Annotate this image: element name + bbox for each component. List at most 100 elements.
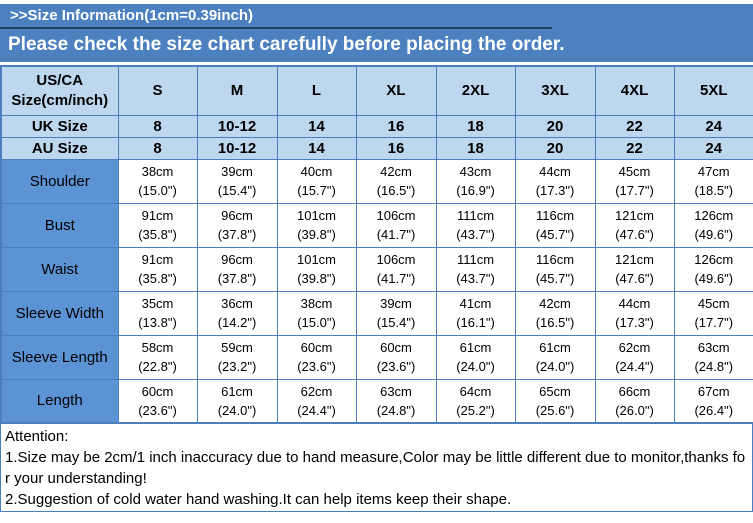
measurement-label: Waist (0, 246, 119, 292)
cm-value: 91cm (141, 208, 174, 223)
measurement-value-cell: 38cm (15.0") (117, 158, 198, 204)
inch-value: (41.7") (376, 227, 416, 242)
cm-value: 96cm (221, 252, 253, 267)
cm-value: 47cm (697, 164, 730, 179)
inch-value: (23.6") (138, 402, 177, 418)
cm-value: 43cm (459, 164, 492, 179)
attention-title: Attention: (5, 428, 69, 445)
inch-value: (24.0") (535, 359, 575, 374)
size-header-cell: 4XL (594, 65, 675, 116)
size-header-cell: M (196, 65, 278, 116)
measurement-value-cell: 45cm (17.7") (594, 158, 675, 204)
cm-value: 111cm (456, 252, 495, 267)
cm-value: 126cm (694, 252, 734, 267)
inch-value: (47.6") (615, 227, 654, 242)
uk-size-value: 22 (594, 114, 675, 138)
measurement-value-cell: 91cm (35.8") (117, 246, 198, 292)
measurement-value-cell: 65cm (25.6") (514, 378, 596, 424)
measurement-value-cell: 61cm (24.0") (196, 378, 278, 424)
au-size-row: AU Size 8 10-12 14 16 18 20 22 24 (0, 136, 753, 160)
measurement-value-cell: 40cm (15.7") (276, 158, 357, 204)
inch-value: (23.6") (376, 359, 416, 374)
au-size-value: 20 (514, 136, 596, 160)
inch-value: (16.1") (456, 315, 495, 330)
measurement-value-cell: 91cm (35.8") (117, 202, 198, 248)
inch-value: (25.6") (535, 402, 575, 418)
cm-value: 35cm (141, 296, 174, 311)
size-chart-table: US/CA Size(cm/inch) S M L XL 2XL 3XL 4XL… (0, 65, 753, 424)
banner-separator (0, 27, 753, 29)
measurement-value-cell: 60cm (23.6") (355, 334, 437, 380)
cm-value: 96cm (221, 208, 253, 223)
measurement-value-cell: 63cm (24.8") (355, 378, 437, 424)
measurement-label: Bust (0, 202, 119, 248)
cm-value: 45cm (618, 164, 651, 179)
cm-value: 126cm (694, 208, 734, 223)
cm-value: 58cm (141, 340, 174, 355)
measurement-value-cell: 63cm (24.8") (673, 334, 753, 380)
attention-note-box: Attention: 1.Size may be 2cm/1 inch inac… (0, 424, 753, 512)
cm-value: 36cm (221, 296, 253, 311)
measurement-value-cell: 59cm (23.2") (196, 334, 278, 380)
size-chart-warning-banner: Please check the size chart carefully be… (0, 29, 753, 62)
inch-value: (17.7") (615, 183, 654, 198)
measurement-value-cell: 101cm (39.8") (276, 246, 357, 292)
inch-value: (22.8") (138, 359, 177, 374)
inch-value: (49.6") (694, 271, 734, 286)
inch-value: (24.8") (694, 359, 734, 374)
cm-value: 41cm (459, 296, 492, 311)
inch-value: (45.7") (535, 271, 575, 286)
size-header-cell: XL (355, 65, 437, 116)
inch-value: (16.5") (535, 315, 575, 330)
inch-value: (17.3") (615, 315, 654, 330)
measurement-value-cell: 126cm (49.6") (673, 246, 753, 292)
measurement-value-cell: 36cm (14.2") (196, 290, 278, 336)
inch-value: (49.6") (694, 227, 734, 242)
corner-line-2: Size(cm/inch) (11, 91, 109, 109)
inch-value: (43.7") (456, 227, 495, 242)
uk-size-value: 24 (673, 114, 753, 138)
cm-value: 116cm (535, 252, 575, 267)
measurement-value-cell: 47cm (18.5") (673, 158, 753, 204)
inch-value: (15.7") (297, 183, 336, 198)
banner-separator-line (0, 27, 552, 29)
top-margin (0, 0, 753, 4)
au-size-value: 14 (276, 136, 357, 160)
measurement-value-cell: 41cm (16.1") (435, 290, 516, 336)
measurement-value-cell: 116cm (45.7") (514, 202, 596, 248)
measurement-row-sleeve-length: Sleeve Length 58cm (22.8") 59cm (23.2") … (0, 334, 753, 380)
cm-value: 66cm (618, 383, 651, 399)
measurement-value-cell: 126cm (49.6") (673, 202, 753, 248)
measurement-value-cell: 38cm (15.0") (276, 290, 357, 336)
measurement-value-cell: 64cm (25.2") (435, 378, 516, 424)
size-header-row: US/CA Size(cm/inch) S M L XL 2XL 3XL 4XL… (0, 65, 753, 116)
cm-value: 38cm (141, 164, 174, 179)
measurement-value-cell: 60cm (23.6") (276, 334, 357, 380)
cm-value: 40cm (300, 164, 333, 179)
cm-value: 67cm (697, 383, 730, 399)
measurement-value-cell: 121cm (47.6") (594, 246, 675, 292)
uk-size-label: UK Size (0, 114, 119, 138)
cm-value: 121cm (614, 208, 655, 223)
inch-value: (37.8") (217, 227, 257, 242)
corner-header-cell: US/CA Size(cm/inch) (0, 65, 119, 116)
au-size-value: 24 (673, 136, 753, 160)
inch-value: (13.8") (138, 315, 177, 330)
measurement-value-cell: 101cm (39.8") (276, 202, 357, 248)
cm-value: 61cm (221, 383, 253, 399)
inch-value: (16.9") (456, 183, 495, 198)
inch-value: (41.7") (376, 271, 416, 286)
cm-value: 61cm (539, 340, 571, 355)
cm-value: 101cm (296, 208, 337, 223)
bottom-margin (0, 512, 753, 520)
cm-value: 106cm (376, 208, 416, 223)
measurement-value-cell: 111cm (43.7") (435, 246, 516, 292)
measurement-value-cell: 62cm (24.4") (276, 378, 357, 424)
inch-value: (15.4") (217, 183, 257, 198)
inch-value: (24.0") (217, 402, 257, 418)
size-header-cell: S (117, 65, 198, 116)
inch-value: (16.5") (376, 183, 416, 198)
measurement-value-cell: 111cm (43.7") (435, 202, 516, 248)
uk-size-row: UK Size 8 10-12 14 16 18 20 22 24 (0, 114, 753, 138)
